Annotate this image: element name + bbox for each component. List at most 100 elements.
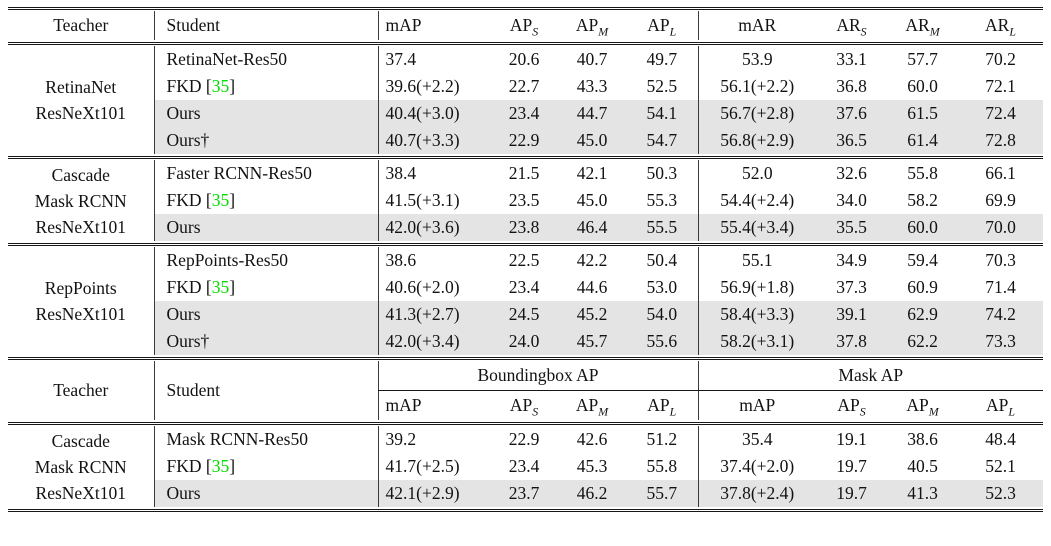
value-cell: 19.7 xyxy=(836,456,867,476)
citation-number: 35 xyxy=(211,456,230,476)
value-cell: 38.4 xyxy=(377,160,490,187)
column-header-subscript: L xyxy=(1009,24,1016,39)
column-header-subscript: S xyxy=(859,404,866,419)
value-cell: 50.4 xyxy=(646,250,678,270)
value-cell: 40.4(+3.0) xyxy=(377,100,490,127)
value-cell: 40.7(+3.3) xyxy=(377,127,490,154)
teacher-header-cell: Teacher xyxy=(8,11,155,40)
top-rule xyxy=(8,5,1043,11)
header-row: Teacher Student mAP APS APM APL mAR ARS … xyxy=(8,11,1043,40)
student-cell: Ours xyxy=(154,301,378,328)
column-header-subscript: L xyxy=(1008,404,1015,419)
value-cell: 39.2 xyxy=(377,426,490,453)
value-cell: 35.4 xyxy=(697,426,816,453)
table-row-highlighted: Ours 42.1(+2.9) 23.7 46.2 55.7 37.8(+2.4… xyxy=(8,480,1043,507)
value-cell: 73.3 xyxy=(958,328,1043,355)
value-cell: 52.0 xyxy=(697,160,816,187)
citation-number: 35 xyxy=(211,76,230,96)
value-cell: 37.8 xyxy=(816,328,887,355)
value-cell: 72.1 xyxy=(985,76,1016,96)
student-cell: Ours xyxy=(154,214,378,241)
horizontal-rule xyxy=(8,508,1043,512)
section-rule xyxy=(8,355,1043,361)
column-header-cell: APS xyxy=(816,391,887,421)
table-row: RepPoints ResNeXt101 RepPoints-Res50 38.… xyxy=(8,247,1043,355)
value-cell: 55.1 xyxy=(697,247,816,274)
student-label: Ours xyxy=(166,103,201,123)
value-cell: 56.8(+2.9) xyxy=(697,127,816,154)
value-cell: 24.5 xyxy=(490,301,558,328)
student-label: RetinaNet-Res50 xyxy=(166,49,288,69)
value-cell: 42.1 xyxy=(576,163,608,183)
student-cell: FKD [35] xyxy=(154,453,378,480)
value-cell: 54.1 xyxy=(626,100,698,127)
section-rule xyxy=(8,40,1043,46)
student-label: Ours xyxy=(166,217,201,237)
horizontal-rule xyxy=(8,421,1043,425)
group-header-mask-ap: Mask AP xyxy=(697,361,1043,391)
value-cell: 45.7 xyxy=(558,328,626,355)
column-header-cell: APM xyxy=(558,11,626,40)
student-label: Mask RCNN-Res50 xyxy=(166,429,308,449)
column-header-label: AP xyxy=(986,395,1009,415)
student-cell: FKD [35] xyxy=(154,73,378,100)
column-header-label: AR xyxy=(836,15,861,35)
value-cell: 58.2(+3.1) xyxy=(697,328,816,355)
teacher-line: ResNeXt101 xyxy=(35,216,126,237)
column-header-cell: APS xyxy=(490,11,558,40)
column-header-label: AP xyxy=(575,395,599,415)
value-cell: 32.6 xyxy=(836,163,867,183)
value-cell: 49.7 xyxy=(646,49,678,69)
column-header-subscript: M xyxy=(598,404,609,419)
value-cell: 44.7 xyxy=(558,100,626,127)
value-cell: 41.5(+3.1) xyxy=(377,187,490,214)
value-cell: 19.1 xyxy=(836,429,867,449)
citation-bracket: ] xyxy=(229,76,236,96)
student-cell: Mask RCNN-Res50 xyxy=(154,426,378,453)
value-cell: 24.0 xyxy=(490,328,558,355)
value-cell: 54.4(+2.4) xyxy=(697,187,816,214)
value-cell: 55.6 xyxy=(626,328,698,355)
column-header-subscript: L xyxy=(669,404,677,419)
column-header-cell: ARM xyxy=(887,11,958,40)
table-row: Cascade Mask RCNN ResNeXt101 Mask RCNN-R… xyxy=(8,426,1043,507)
column-header-label: AP xyxy=(647,395,670,415)
column-header-cell: mAP xyxy=(697,390,816,420)
teacher-line: ResNeXt101 xyxy=(35,103,126,123)
teacher-line: Mask RCNN xyxy=(34,456,127,477)
column-header-subscript: S xyxy=(532,24,539,39)
student-cell: Ours xyxy=(154,480,378,507)
results-table: Teacher Student mAP APS APM APL mAR ARS … xyxy=(8,5,1043,513)
column-header-label: AP xyxy=(575,15,599,35)
teacher-line: Mask RCNN xyxy=(34,190,127,211)
teacher-cell: RepPoints ResNeXt101 xyxy=(8,247,155,355)
student-cell: RetinaNet-Res50 xyxy=(154,46,378,73)
column-header-subscript: S xyxy=(860,24,867,39)
value-cell: 33.1 xyxy=(836,49,867,69)
value-cell: 60.9 xyxy=(907,277,938,297)
teacher-cell: Cascade Mask RCNN ResNeXt101 xyxy=(8,426,155,507)
column-header-label: AP xyxy=(647,15,670,35)
table-row: FKD [35] 40.6(+2.0) 23.4 44.6 53.0 56.9(… xyxy=(8,274,1043,301)
section-rule xyxy=(8,154,1043,160)
value-cell: 55.5 xyxy=(626,214,698,241)
value-cell: 59.4 xyxy=(907,250,938,270)
value-cell: 61.5 xyxy=(887,100,958,127)
value-cell: 22.7 xyxy=(508,76,540,96)
column-header-subscript: M xyxy=(928,404,939,419)
value-cell: 52.1 xyxy=(985,456,1016,476)
section-rule xyxy=(8,420,1043,426)
value-cell: 62.9 xyxy=(887,301,958,328)
value-cell: 70.0 xyxy=(958,214,1043,241)
teacher-line: Cascade xyxy=(51,164,110,185)
column-header-label: mAP xyxy=(385,395,422,415)
value-cell: 58.2 xyxy=(907,190,938,210)
value-cell: 66.1 xyxy=(985,163,1016,183)
value-cell: 37.4 xyxy=(377,46,490,73)
student-header-cell: Student xyxy=(166,15,220,35)
value-cell: 46.4 xyxy=(558,214,626,241)
value-cell: 40.5 xyxy=(907,456,938,476)
value-cell: 51.2 xyxy=(646,429,678,449)
value-cell: 23.4 xyxy=(508,277,540,297)
teacher-line: ResNeXt101 xyxy=(35,304,126,324)
